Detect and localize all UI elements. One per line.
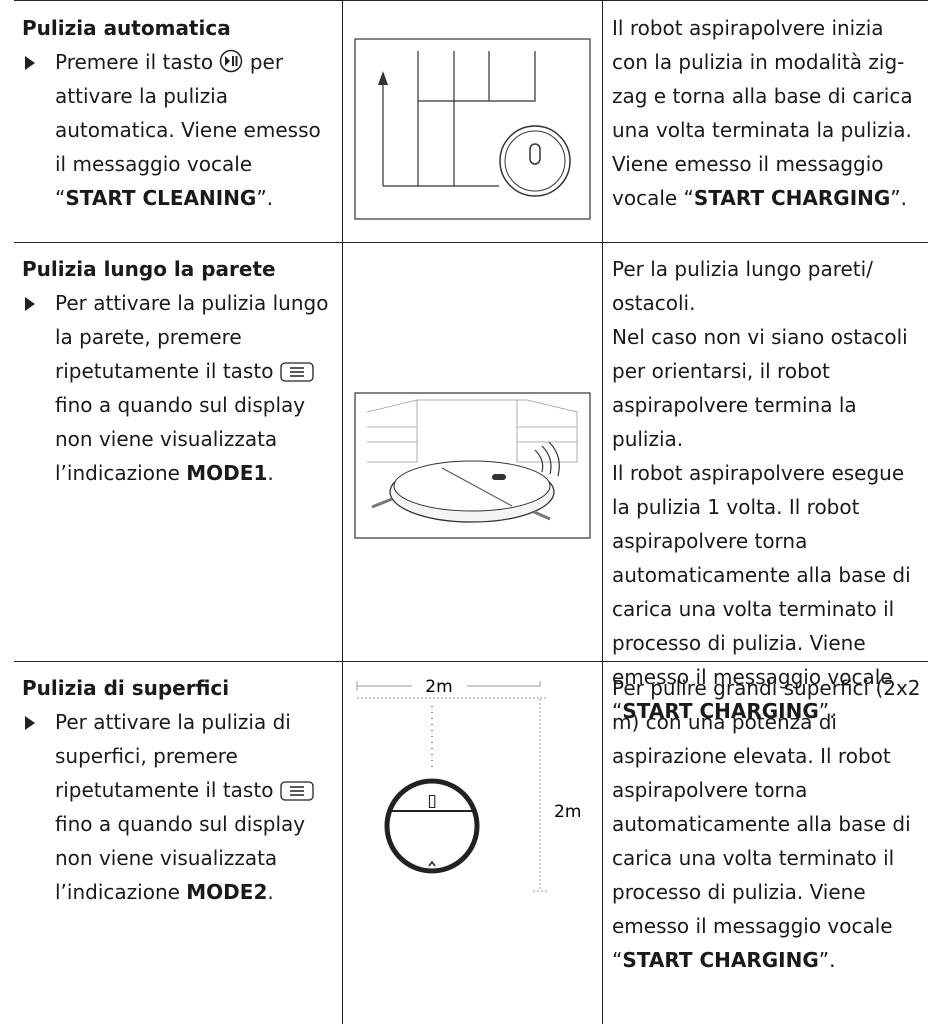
instruction: Per attivare la pulizia di superfici, pr… (22, 705, 334, 909)
play-pause-icon (220, 49, 243, 73)
text: Il robot aspirapolvere inizia con la pul… (612, 16, 913, 210)
bold-text: START CLEANING (65, 186, 257, 210)
description: Per la pulizia lungo pareti/ ostacoli. (612, 252, 922, 320)
bullet (25, 716, 35, 730)
dimension-label: 2m (425, 677, 452, 697)
cell (342, 0, 603, 243)
text: fino a quando sul display non viene visu… (55, 393, 306, 485)
cell: Per la pulizia lungo pareti/ ostacoli. N… (602, 242, 928, 723)
bold-text: START CHARGING (693, 186, 891, 210)
dimension-label: 2m (554, 802, 581, 822)
text: Premere il tasto (55, 50, 214, 74)
description: Il robot aspirapolvere esegue la pulizia… (612, 456, 922, 728)
text: Nel caso non vi siano ostacoli per orien… (612, 325, 908, 451)
cell (342, 242, 603, 662)
cell: Pulizia lungo la parete Per attivare la … (14, 242, 343, 662)
text: Il robot aspirapolvere esegue la pulizia… (612, 461, 911, 723)
text: . (267, 461, 274, 485)
bold-text: MODE2 (186, 880, 268, 904)
bullet (25, 56, 35, 70)
cell: Pulizia di superfici Per attivare la pul… (14, 661, 343, 1024)
text: Per attivare la pulizia di superfici, pr… (55, 710, 291, 802)
bullet (25, 297, 35, 311)
text: ”. (818, 948, 836, 972)
text: Per la pulizia lungo pareti/ ostacoli. (612, 257, 873, 315)
wall-figure (354, 392, 591, 539)
text: Per pulire grandi superfici (2x2 m) con … (612, 676, 921, 972)
row-title: Pulizia di superfici (22, 676, 230, 700)
text: ”. (890, 186, 908, 210)
svg-text:▯: ▯ (427, 791, 436, 811)
bold-text: START CHARGING (622, 948, 819, 972)
text: ”. (818, 699, 836, 723)
text: per attivare la pulizia automatica. Vien… (55, 50, 321, 210)
description: Il robot aspirapolvere inizia con la pul… (612, 11, 922, 215)
row-title: Pulizia automatica (22, 16, 231, 40)
zigzag-figure (354, 38, 591, 220)
menu-icon (280, 362, 314, 382)
cell: Pulizia automatica Premere il tasto per … (14, 0, 343, 243)
row-title: Pulizia lungo la parete (22, 257, 276, 281)
cell: Per pulire grandi superfici (2x2 m) con … (602, 661, 928, 1024)
text: ”. (256, 186, 274, 210)
menu-icon (280, 781, 314, 801)
description: Nel caso non vi siano ostacoli per orien… (612, 320, 922, 456)
text: Per attivare la pulizia lungo la parete,… (55, 291, 329, 383)
text: fino a quando sul display non viene visu… (55, 812, 306, 904)
instruction: Per attivare la pulizia lungo la parete,… (22, 286, 334, 490)
description: Per pulire grandi superfici (2x2 m) con … (612, 671, 922, 977)
text: . (267, 880, 274, 904)
area-figure: 2m 2m ▯ (356, 677, 581, 892)
cell: 2m 2m ▯ (342, 661, 603, 1024)
bold-text: MODE1 (186, 461, 268, 485)
bold-text: START CHARGING (622, 699, 819, 723)
instruction: Premere il tasto per attivare la pulizia… (22, 45, 334, 215)
cell: Il robot aspirapolvere inizia con la pul… (602, 0, 928, 243)
